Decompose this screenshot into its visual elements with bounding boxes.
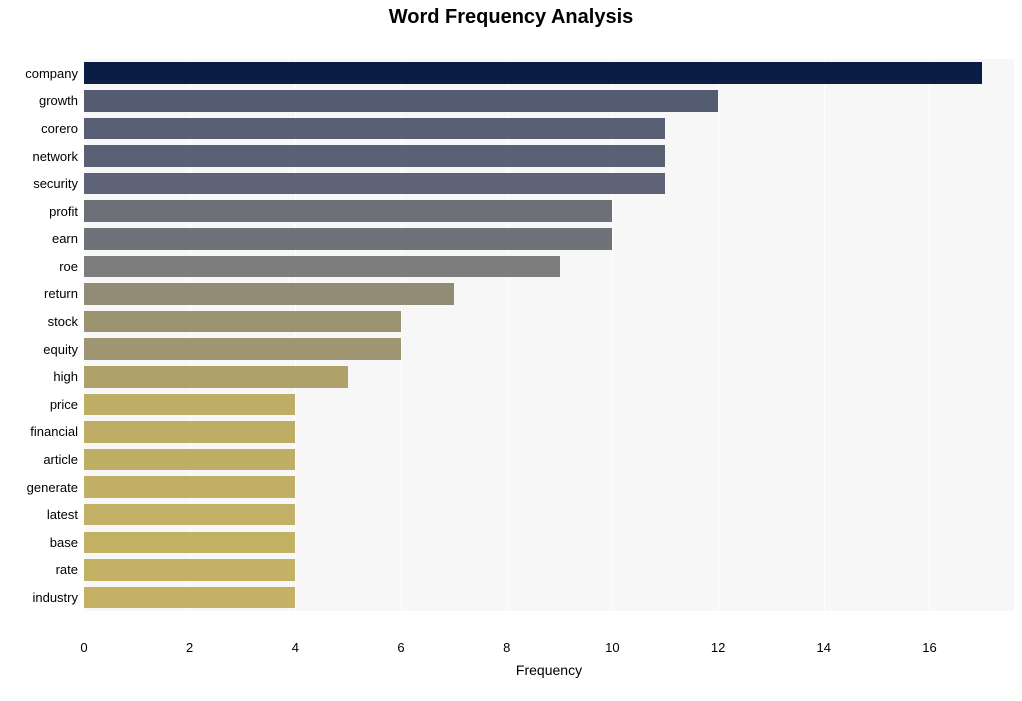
bar — [84, 476, 295, 498]
bar — [84, 62, 982, 84]
bar — [84, 256, 560, 278]
gridline — [929, 59, 930, 611]
x-tick-label: 0 — [80, 640, 87, 655]
chart-container: Word Frequency Analysis Frequency compan… — [0, 0, 1022, 701]
x-tick-label: 2 — [186, 640, 193, 655]
bar — [84, 504, 295, 526]
bar — [84, 283, 454, 305]
gridline — [190, 59, 191, 611]
gridline — [84, 59, 85, 611]
y-tick-label: growth — [39, 93, 78, 108]
x-tick-label: 4 — [292, 640, 299, 655]
x-tick-label: 8 — [503, 640, 510, 655]
bar — [84, 173, 665, 195]
y-tick-label: industry — [32, 590, 78, 605]
x-tick-label: 16 — [922, 640, 936, 655]
bar — [84, 394, 295, 416]
y-tick-label: article — [43, 452, 78, 467]
y-tick-label: earn — [52, 231, 78, 246]
bar — [84, 532, 295, 554]
y-tick-label: company — [25, 66, 78, 81]
x-tick-label: 10 — [605, 640, 619, 655]
gridline — [295, 59, 296, 611]
plot-area — [84, 36, 1014, 632]
x-tick-label: 12 — [711, 640, 725, 655]
gridline — [401, 59, 402, 611]
bar — [84, 228, 612, 250]
gridline — [718, 59, 719, 611]
bar — [84, 338, 401, 360]
y-tick-label: price — [50, 397, 78, 412]
y-tick-label: financial — [30, 424, 78, 439]
y-tick-label: generate — [27, 480, 78, 495]
y-tick-label: return — [44, 286, 78, 301]
x-axis-title: Frequency — [516, 662, 582, 678]
bar — [84, 366, 348, 388]
bar — [84, 449, 295, 471]
y-tick-label: corero — [41, 121, 78, 136]
bar — [84, 311, 401, 333]
y-tick-label: profit — [49, 204, 78, 219]
x-tick-label: 14 — [817, 640, 831, 655]
bar — [84, 118, 665, 140]
x-tick-label: 6 — [397, 640, 404, 655]
y-tick-label: stock — [48, 314, 78, 329]
grid-region — [84, 59, 1014, 611]
y-tick-label: base — [50, 535, 78, 550]
y-tick-label: network — [32, 149, 78, 164]
bar — [84, 145, 665, 167]
bar — [84, 559, 295, 581]
bar — [84, 90, 718, 112]
chart-title: Word Frequency Analysis — [0, 6, 1022, 29]
bar — [84, 200, 612, 222]
y-tick-label: roe — [59, 259, 78, 274]
gridline — [612, 59, 613, 611]
gridline — [507, 59, 508, 611]
y-tick-label: equity — [43, 342, 78, 357]
gridline — [824, 59, 825, 611]
y-tick-label: latest — [47, 507, 78, 522]
bar — [84, 587, 295, 609]
y-tick-label: high — [53, 369, 78, 384]
y-tick-label: rate — [56, 562, 78, 577]
y-tick-label: security — [33, 176, 78, 191]
bar — [84, 421, 295, 443]
